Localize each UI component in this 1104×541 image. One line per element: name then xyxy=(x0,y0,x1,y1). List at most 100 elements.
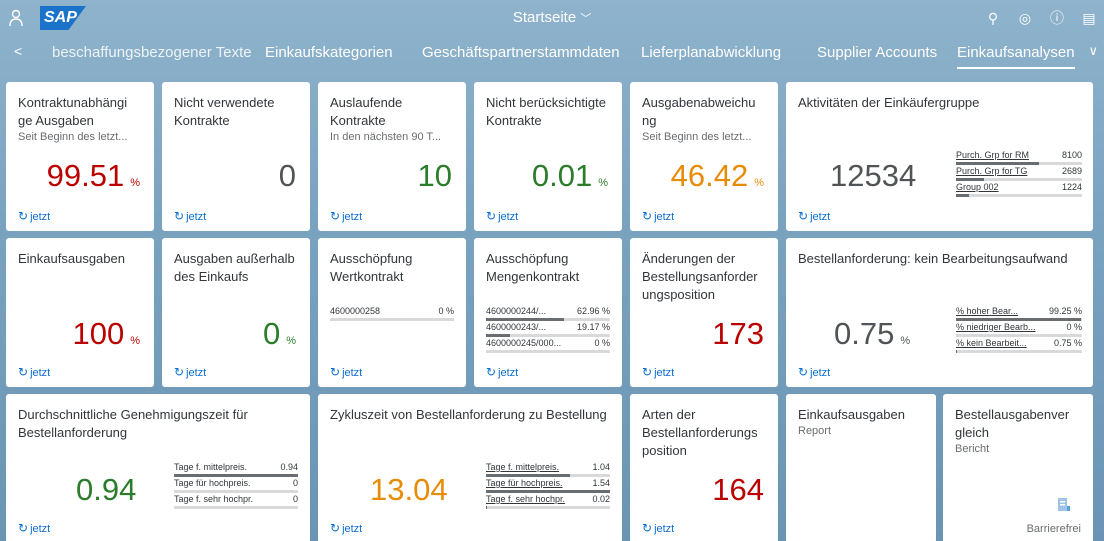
tab-beschaffungstexte[interactable]: beschaffungsbezogener Texte xyxy=(52,44,252,61)
comparison-bar xyxy=(956,162,1082,165)
tile-nicht-beruecksichtigte-kontrakte[interactable]: Nicht berücksichtigte Kontrakte 0.01% ↻ j… xyxy=(474,82,622,231)
tile-kontraktunabhaengige-ausgaben[interactable]: Kontraktunabhängi ge Ausgaben Seit Beginn… xyxy=(6,82,154,231)
comparison-bar xyxy=(956,334,1082,337)
refresh-link[interactable]: ↻ jetzt xyxy=(330,209,363,223)
kpi-value: 46.42% xyxy=(670,158,764,193)
comparison-bar-fill xyxy=(956,162,1040,165)
comparison-row: Tage f. sehr hochpr. 0 xyxy=(174,494,298,510)
tile-zykluszeit[interactable]: Zykluszeit von Bestellanforderung zu Bes… xyxy=(318,394,622,541)
comparison-bar xyxy=(174,490,298,493)
copilot-icon[interactable]: ◎ xyxy=(1018,9,1032,26)
tile-ausgaben-ausserhalb[interactable]: Ausgaben außerhalb des Einkaufs 0% ↻ jetz… xyxy=(162,238,310,387)
refresh-link[interactable]: ↻ jetzt xyxy=(18,209,51,223)
refresh-link[interactable]: ↻ jetzt xyxy=(486,365,519,379)
notifications-icon[interactable]: ▤ xyxy=(1082,9,1096,26)
refresh-link[interactable]: ↻ jetzt xyxy=(642,365,675,379)
comparison-row: % hoher Bear... 99.25 % xyxy=(956,306,1082,322)
comparison-list: 4600000244/... 62.96 % 4600000243/... 19.17… xyxy=(486,306,610,354)
tile-kein-bearbeitungsaufwand[interactable]: Bestellanforderung: kein Bearbeitungsauf… xyxy=(786,238,1093,387)
comparison-bar-fill xyxy=(486,506,488,509)
tile-einkaufsausgaben-report[interactable]: Einkaufsausgaben Report xyxy=(786,394,936,541)
comparison-bar-fill xyxy=(956,350,958,353)
comparison-row: Tage f. mittelpreis. 1.04 xyxy=(486,462,610,478)
comparison-value: 1.04 xyxy=(592,462,610,472)
refresh-icon: ↻ xyxy=(642,209,653,223)
tile-bestellausgabenvergleich[interactable]: Bestellausgabenver gleich Bericht Barrier… xyxy=(943,394,1093,541)
refresh-link[interactable]: ↻ jetzt xyxy=(798,209,831,223)
tile-auslaufende-kontrakte[interactable]: Auslaufende Kontrakte In den nächsten 90 … xyxy=(318,82,466,231)
comparison-label: Purch. Grp for RM xyxy=(956,150,1030,160)
refresh-icon: ↻ xyxy=(486,209,497,223)
tile-title: Ausgabenabweichu ng xyxy=(642,95,756,128)
tab-einkaufskategorien[interactable]: Einkaufskategorien xyxy=(265,44,393,61)
tab-supplier-accounts[interactable]: Supplier Accounts xyxy=(817,44,938,61)
chevron-down-icon[interactable]: ∨ xyxy=(1088,43,1098,58)
comparison-label: 4600000244/... xyxy=(486,306,547,316)
comparison-value: 0 % xyxy=(594,338,610,348)
tile-einkaufsausgaben[interactable]: Einkaufsausgaben 100% ↻ jetzt xyxy=(6,238,154,387)
user-icon[interactable] xyxy=(8,9,24,27)
comparison-bar-fill xyxy=(174,474,298,477)
refresh-link[interactable]: ↻ jetzt xyxy=(330,521,363,535)
tile-genehmigungszeit[interactable]: Durchschnittliche Genehmigungszeit für B… xyxy=(6,394,310,541)
refresh-link[interactable]: ↻ jetzt xyxy=(330,365,363,379)
scroll-left-icon[interactable]: < xyxy=(14,43,23,59)
tab-geschaeftspartnerstammdaten[interactable]: Geschäftspartnerstammdaten xyxy=(422,44,620,61)
tile-ausschoepfung-mengenkontrakt[interactable]: Ausschöpfung Mengenkontrakt 4600000244/.… xyxy=(474,238,622,387)
comparison-row: Tage für hochpreis. 1.54 xyxy=(486,478,610,494)
tile-ausgabenabweichung[interactable]: Ausgabenabweichu ng Seit Beginn des letzt… xyxy=(630,82,778,231)
comparison-bar xyxy=(956,194,1082,197)
comparison-value: 1.54 xyxy=(592,478,610,488)
tile-ausschoepfung-wertkontrakt[interactable]: Ausschöpfung Wertkontrakt 4600000258 0 % … xyxy=(318,238,466,387)
comparison-row: % niedriger Bearb... 0 % xyxy=(956,322,1082,338)
tile-aenderungen-bestellanforderung[interactable]: Änderungen der Bestellungsanforder ungsp… xyxy=(630,238,778,387)
comparison-row: Tage f. sehr hochpr. 0.02 xyxy=(486,494,610,510)
tile-title: Bestellanforderung: kein Bearbeitungsauf… xyxy=(798,251,1068,266)
tile-nicht-verwendete-kontrakte[interactable]: Nicht verwendete Kontrakte 0 ↻ jetzt xyxy=(162,82,310,231)
kpi-value: 0.94 xyxy=(76,472,137,507)
tile-aktivitaeten-einkaeufergruppe[interactable]: Aktivitäten der Einkäufergruppe 12534 Pu… xyxy=(786,82,1093,231)
search-icon[interactable]: ⚲ xyxy=(987,9,999,26)
tile-title: Arten der Bestellanforderungs position xyxy=(642,407,758,458)
tab-lieferplanabwicklung[interactable]: Lieferplanabwicklung xyxy=(641,44,782,61)
comparison-label: Purch. Grp for TG xyxy=(956,166,1028,176)
tile-title: Bestellausgabenver gleich xyxy=(955,407,1070,440)
kpi-value: 99.51% xyxy=(46,158,140,193)
accessibility-report-icon xyxy=(1058,498,1070,511)
comparison-bar-fill xyxy=(486,490,610,493)
refresh-link[interactable]: ↻ jetzt xyxy=(174,365,207,379)
accessibility-label: Barrierefrei xyxy=(1026,523,1081,535)
comparison-row: 4600000243/... 19.17 % xyxy=(486,322,610,338)
shell-bar: SAP Startseite ﹀ ⚲ ◎ ⓘ ▤ xyxy=(0,0,1104,37)
comparison-label: Tage für hochpreis. xyxy=(174,478,251,488)
refresh-icon: ↻ xyxy=(798,365,809,379)
comparison-bar-fill xyxy=(956,318,1081,321)
refresh-link[interactable]: ↻ jetzt xyxy=(18,365,51,379)
refresh-link[interactable]: ↻ jetzt xyxy=(486,209,519,223)
chevron-down-icon[interactable]: ﹀ xyxy=(580,13,592,26)
comparison-value: 62.96 % xyxy=(576,306,610,316)
tile-title: Zykluszeit von Bestellanforderung zu Bes… xyxy=(330,407,607,422)
tile-title: Kontraktunabhängi ge Ausgaben xyxy=(18,95,128,128)
comparison-row: 4600000245/000... 0 % xyxy=(486,338,610,354)
tile-arten-bestellanforderungsposition[interactable]: Arten der Bestellanforderungs position 1… xyxy=(630,394,778,541)
comparison-value: 2689 xyxy=(1061,166,1082,176)
comparison-row: Group 002 1224 xyxy=(956,182,1082,198)
comparison-bar-fill xyxy=(486,318,565,321)
refresh-link[interactable]: ↻ jetzt xyxy=(642,521,675,535)
tile-title: Aktivitäten der Einkäufergruppe xyxy=(798,95,980,110)
comparison-label: Tage f. sehr hochpr. xyxy=(486,494,566,504)
refresh-link[interactable]: ↻ jetzt xyxy=(642,209,675,223)
refresh-icon: ↻ xyxy=(18,365,29,379)
refresh-link[interactable]: ↻ jetzt xyxy=(798,365,831,379)
refresh-link[interactable]: ↻ jetzt xyxy=(174,209,207,223)
shell-title[interactable]: Startseite ﹀ xyxy=(0,9,1104,26)
tab-einkaufsanalysen[interactable]: Einkaufsanalysen xyxy=(957,44,1075,69)
comparison-label: Tage f. sehr hochpr. xyxy=(174,494,254,504)
help-icon[interactable]: ⓘ xyxy=(1050,10,1064,26)
refresh-link[interactable]: ↻ jetzt xyxy=(18,521,51,535)
refresh-icon: ↻ xyxy=(798,209,809,223)
comparison-bar xyxy=(486,474,610,477)
kpi-value: 0.75% xyxy=(834,316,911,351)
shell-title-text[interactable]: Startseite xyxy=(512,9,577,26)
